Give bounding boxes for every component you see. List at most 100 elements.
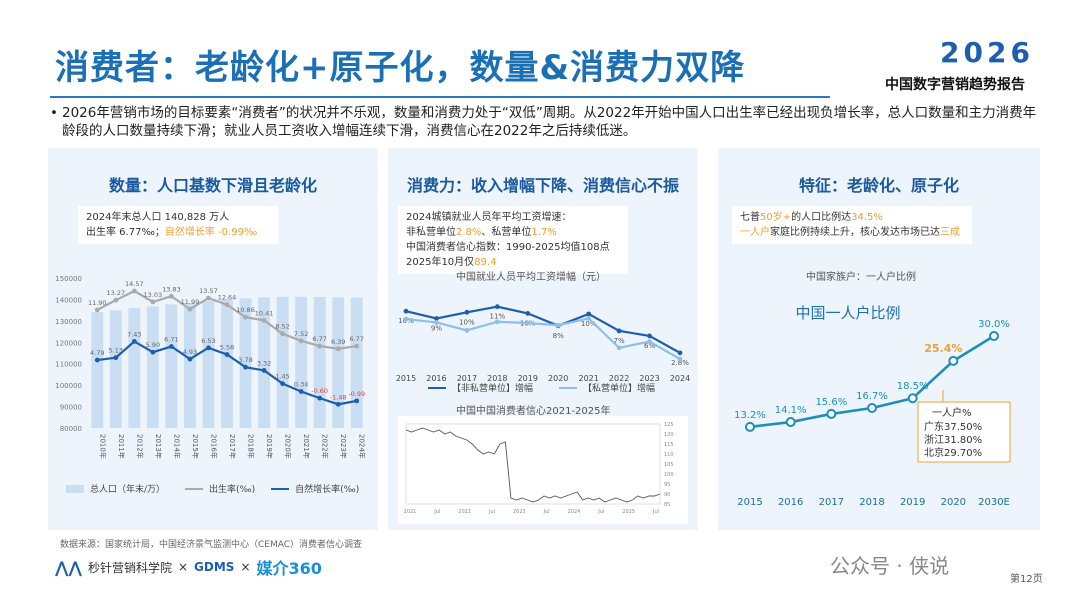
wage-xtick-label: 2022 xyxy=(609,374,629,383)
birth-rate-data-label: 10.86 xyxy=(236,306,255,314)
population-bar xyxy=(184,303,196,428)
legend-private: 【私营单位】增幅 xyxy=(583,384,656,394)
legend-grey-line-swatch xyxy=(185,487,204,490)
single-household-xtick-label: 2018 xyxy=(859,497,884,508)
birth-rate-point xyxy=(280,331,285,337)
wage-data-label: 9% xyxy=(431,324,442,332)
population-birthrate-text: 出生率 6.77‰； xyxy=(86,227,165,238)
confidence-ytick-label: 95 xyxy=(664,482,670,488)
confidence-chart-caption: 中国中国消费者信心2021-2025年 xyxy=(456,406,611,417)
population-xtick-label: 2015年 xyxy=(191,434,200,459)
legend-blue-line-swatch xyxy=(271,487,290,490)
org-miaozhen: 秒针营销科学院 xyxy=(87,560,172,575)
single-household-point xyxy=(948,355,959,366)
single-household-data-label: 16.7% xyxy=(856,391,888,402)
population-bar xyxy=(128,308,141,428)
wage-point xyxy=(647,333,652,339)
birth-rate-point xyxy=(335,346,341,352)
single-household-xtick-label: 2030E xyxy=(978,497,1010,508)
wage-private-label: 、私营单位 xyxy=(481,227,532,238)
single-household-point xyxy=(745,421,755,432)
confidence-xtick-label: 2024 xyxy=(568,509,581,515)
wage-private-value: 1.7% xyxy=(531,227,557,238)
wage-point xyxy=(464,309,470,315)
census-label: 七普 xyxy=(740,212,760,223)
single-household-xtick-label: 2016 xyxy=(778,497,803,508)
wage-xtick-label: 2018 xyxy=(487,374,507,383)
legend-nonprivate: 【非私营单位】增幅 xyxy=(452,384,534,394)
wage-data-label: 11% xyxy=(490,313,506,321)
wage-xtick-label: 2023 xyxy=(639,374,659,383)
consumption-infobox: 2024城镇就业人员年平均工资增速： 非私营单位2.8%、私营单位1.7% 中国… xyxy=(398,206,628,274)
wage-chart: 10%9%10%11%10%8%10%7%6%2.8% 201520162017… xyxy=(396,304,690,383)
population-ytick-label: 120000 xyxy=(55,339,82,347)
population-infobox: 2024年末总人口 140,828 万人 出生率 6.77‰；自然增长率 -0.… xyxy=(78,206,278,244)
wage-data-label: 8% xyxy=(553,332,564,340)
wage-data-label: 7% xyxy=(614,337,625,345)
natural-growth-point xyxy=(224,352,230,357)
wage-point xyxy=(586,311,592,317)
birth-rate-data-label: 13.83 xyxy=(162,285,181,293)
population-bar xyxy=(258,297,270,428)
population-xtick-label: 2020年 xyxy=(284,434,293,459)
population-bar xyxy=(332,297,345,428)
wage-point xyxy=(434,320,439,325)
natural-growth-point xyxy=(335,401,341,407)
birth-rate-data-label: 7.52 xyxy=(294,330,308,338)
legend-total-population: 总人口（年末/万） xyxy=(90,485,166,495)
population-xtick-label: 2021年 xyxy=(302,434,311,459)
natural-growth-data-label: 7.43 xyxy=(127,330,141,338)
natural-growth-point xyxy=(243,364,248,370)
population-bar xyxy=(221,299,233,428)
birth-rate-data-label: 14.57 xyxy=(125,280,144,288)
single-household-chart: 中国一人户比例 13.2% 14.1% 15.6% 16.7% 18.5% 25.4% 30… xyxy=(734,304,1011,508)
title-divider xyxy=(50,96,830,98)
birth-rate-data-label: 6.39 xyxy=(331,338,345,346)
single-household-data-label: 18.5% xyxy=(897,381,929,392)
confidence-chart: 2021 Jul 2022 Jul 2023 Jul 2024 Jul 2025 Jul 125 1… xyxy=(398,416,688,524)
wage-point xyxy=(403,308,409,314)
logo-separator-2: × xyxy=(240,560,251,574)
wage-point xyxy=(677,350,683,356)
org-gdms: GDMS xyxy=(194,560,235,574)
svg-text:广东37.50%: 广东37.50% xyxy=(924,420,982,433)
confidence-mean-text: 中国消费者信心指数：1990-2025均值108点 xyxy=(406,242,610,253)
single-household-text: 家庭比例持续上升，核心发达市场已达 xyxy=(770,227,940,238)
natural-growth-data-label: 6.53 xyxy=(201,337,215,345)
wage-growth-heading: 2024城镇就业人员年平均工资增速： xyxy=(406,212,572,223)
age-50-highlight: 50岁+ xyxy=(760,212,792,223)
population-xtick-label: 2023年 xyxy=(339,434,348,459)
confidence-xtick-label: Jul xyxy=(597,509,604,515)
wage-xtick-label: 2015 xyxy=(396,374,416,383)
population-info-line1: 2024年末总人口 140,828 万人 xyxy=(86,212,230,223)
svg-text:一人户%: 一人户% xyxy=(932,406,972,419)
population-bar xyxy=(350,297,363,428)
report-name: 中国数字营销趋势报告 xyxy=(885,77,1025,93)
population-xtick-label: 2017年 xyxy=(228,434,237,459)
wage-point xyxy=(616,328,622,334)
features-caption: 中国家族户：一人户比例 xyxy=(806,272,916,283)
svg-text:浙江31.80%: 浙江31.80% xyxy=(924,434,982,446)
thirty-percent-highlight: 三成 xyxy=(940,227,960,238)
wage-data-label: 6% xyxy=(644,342,655,350)
natural-growth-point xyxy=(317,395,323,401)
wage-xtick-label: 2019 xyxy=(518,374,538,383)
population-bar xyxy=(202,301,215,428)
summary-bullet: • 2026年营销市场的目标要素“消费者”的状况并不乐观，数量和消费力处于“双低… xyxy=(50,104,1047,140)
wage-point xyxy=(494,319,500,325)
birth-rate-point xyxy=(243,314,248,320)
natural-growth-data-label: 4.79 xyxy=(90,349,104,357)
features-info-line1: 七普50岁+的人口比例达34.5% xyxy=(740,210,964,225)
population-bar xyxy=(109,310,122,428)
natural-growth-point xyxy=(298,389,304,394)
confidence-ytick-label: 90 xyxy=(664,492,670,498)
wage-point xyxy=(464,327,470,333)
confidence-xtick-label: Jul xyxy=(488,509,495,515)
natural-growth-data-label: 3.32 xyxy=(257,359,271,367)
single-household-data-label: 14.1% xyxy=(775,405,807,416)
single-household-chart-title: 中国一人户比例 xyxy=(795,304,900,322)
wage-data-label: 2.8% xyxy=(671,359,689,367)
confidence-latest-value: 89.4 xyxy=(474,257,497,268)
natural-growth-point xyxy=(354,398,360,404)
org-meijie360: 媒介360 xyxy=(256,559,322,578)
